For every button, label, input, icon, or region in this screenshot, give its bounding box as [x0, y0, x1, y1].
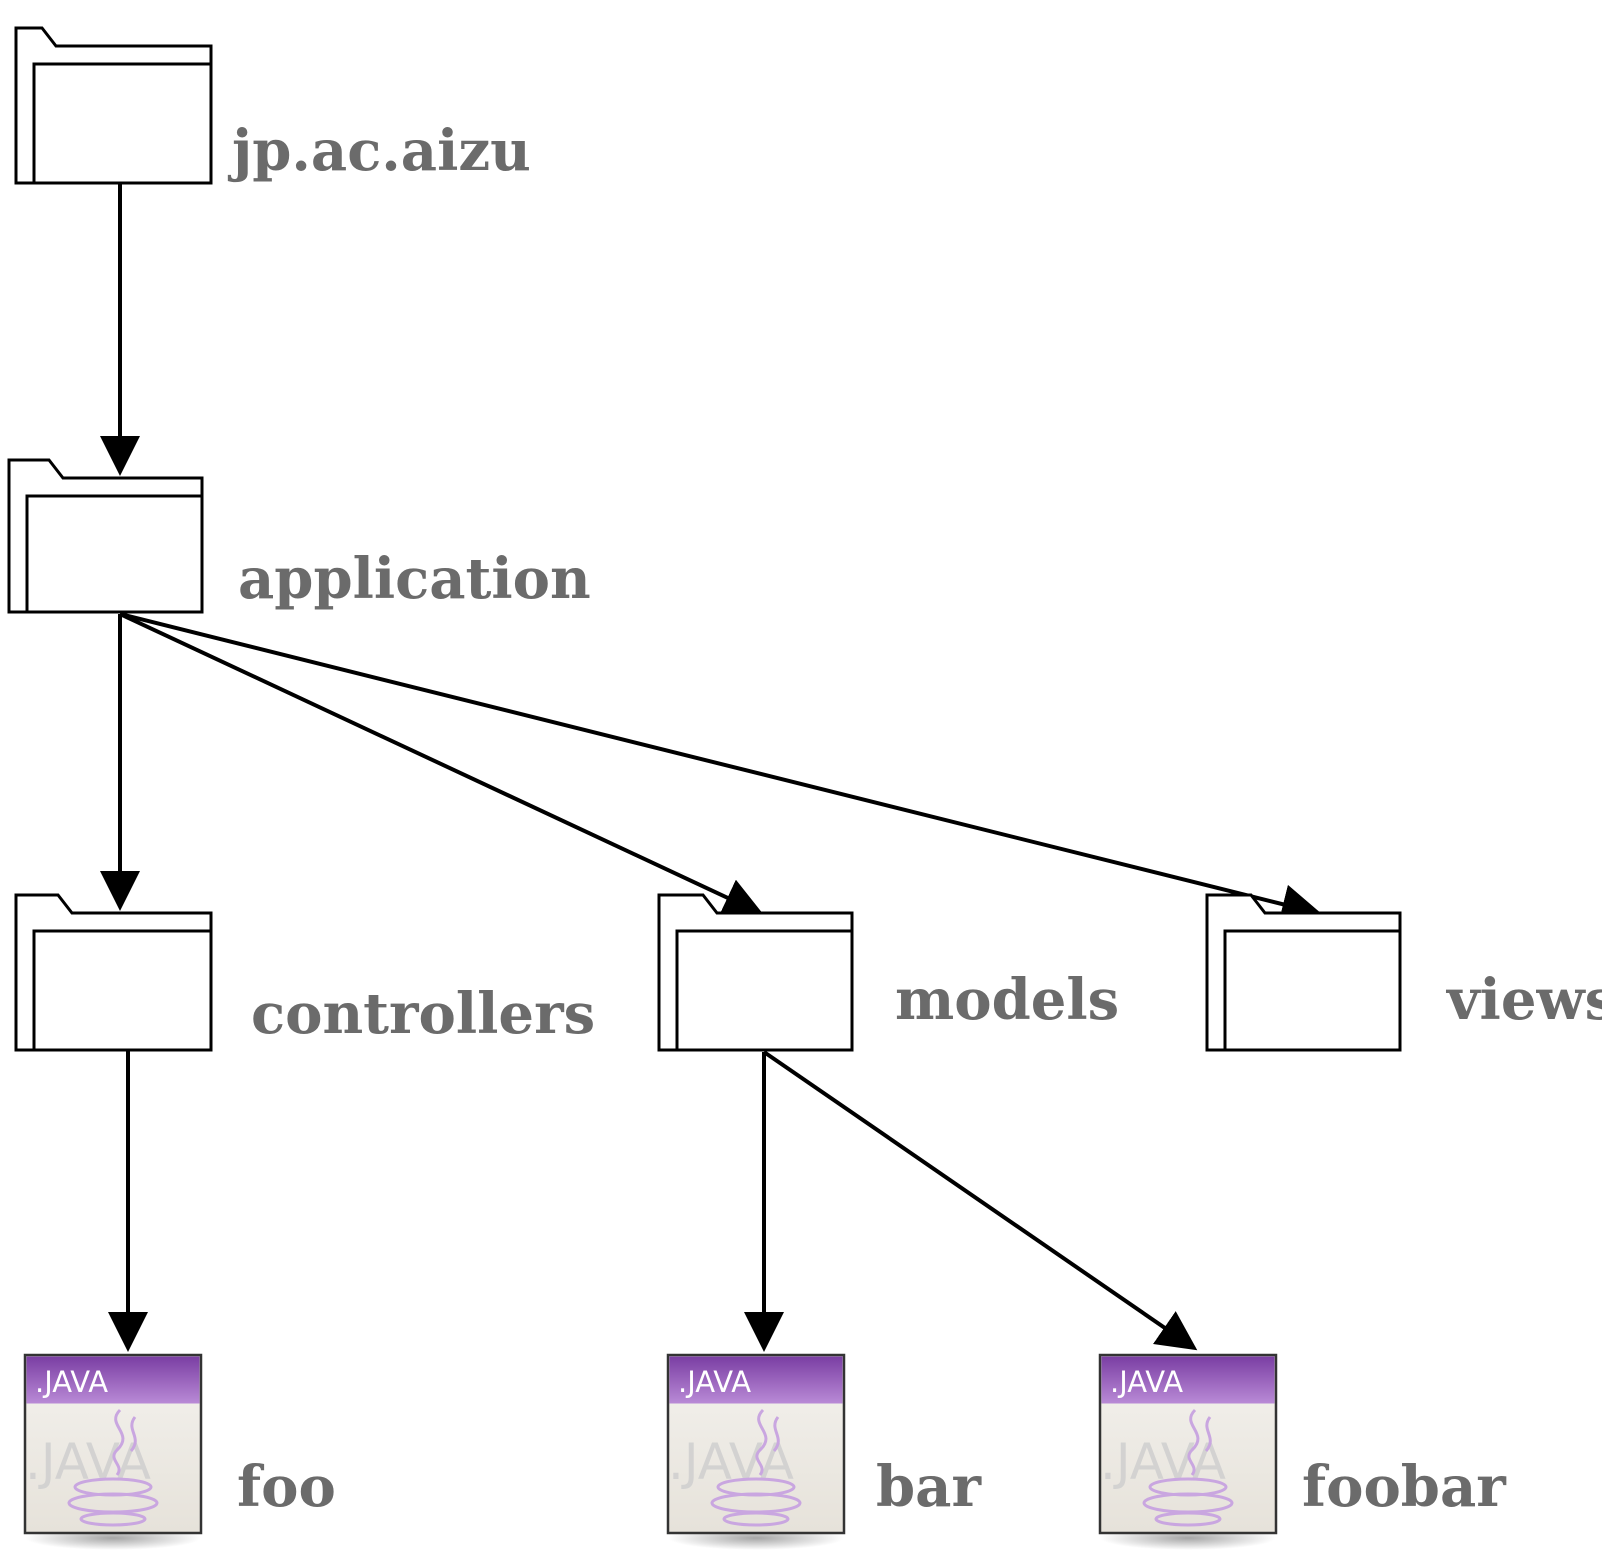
- java-file-node-bar[interactable]: .JAVA .JAVA bar: [666, 1353, 982, 1550]
- folder-icon: [657, 893, 854, 1052]
- java-file-node-foobar[interactable]: .JAVA .JAVA foobar: [1098, 1353, 1507, 1550]
- edge-application-to-views: [119, 612, 1322, 924]
- node-label: controllers: [251, 981, 595, 1047]
- folder-node-views[interactable]: views: [1205, 893, 1602, 1052]
- folder-icon: [7, 458, 204, 614]
- node-label: views: [1445, 967, 1602, 1033]
- folder-node-jp-ac-aizu[interactable]: jp.ac.aizu: [14, 26, 531, 185]
- folder-icon: [1205, 893, 1402, 1052]
- edge-application-to-models: [119, 612, 764, 916]
- java-cup-icon: [67, 1408, 159, 1527]
- node-label: foo: [237, 1454, 336, 1520]
- java-file-icon: .JAVA .JAVA: [23, 1353, 203, 1550]
- java-cup-icon: [710, 1408, 802, 1527]
- folder-node-application[interactable]: application: [7, 458, 591, 614]
- java-file-icon: .JAVA .JAVA: [666, 1353, 846, 1550]
- edges: [100, 183, 1322, 1352]
- node-label: application: [238, 546, 591, 612]
- java-badge: .JAVA: [678, 1365, 751, 1399]
- java-file-icon: .JAVA .JAVA: [1098, 1353, 1278, 1550]
- java-file-node-foo[interactable]: .JAVA .JAVA foo: [23, 1353, 336, 1550]
- folder-icon: [14, 893, 213, 1052]
- folder-node-controllers[interactable]: controllers: [14, 893, 595, 1052]
- java-badge: .JAVA: [1110, 1365, 1183, 1399]
- node-label: bar: [876, 1454, 982, 1520]
- node-label: foobar: [1302, 1454, 1507, 1520]
- java-cup-icon: [1142, 1408, 1234, 1527]
- folder-icon: [14, 26, 213, 185]
- folder-node-models[interactable]: models: [657, 893, 1119, 1052]
- node-label: jp.ac.aizu: [227, 118, 531, 184]
- java-badge: .JAVA: [35, 1365, 108, 1399]
- node-label: models: [895, 967, 1119, 1033]
- edge-models-to-foobar: [762, 1050, 1198, 1351]
